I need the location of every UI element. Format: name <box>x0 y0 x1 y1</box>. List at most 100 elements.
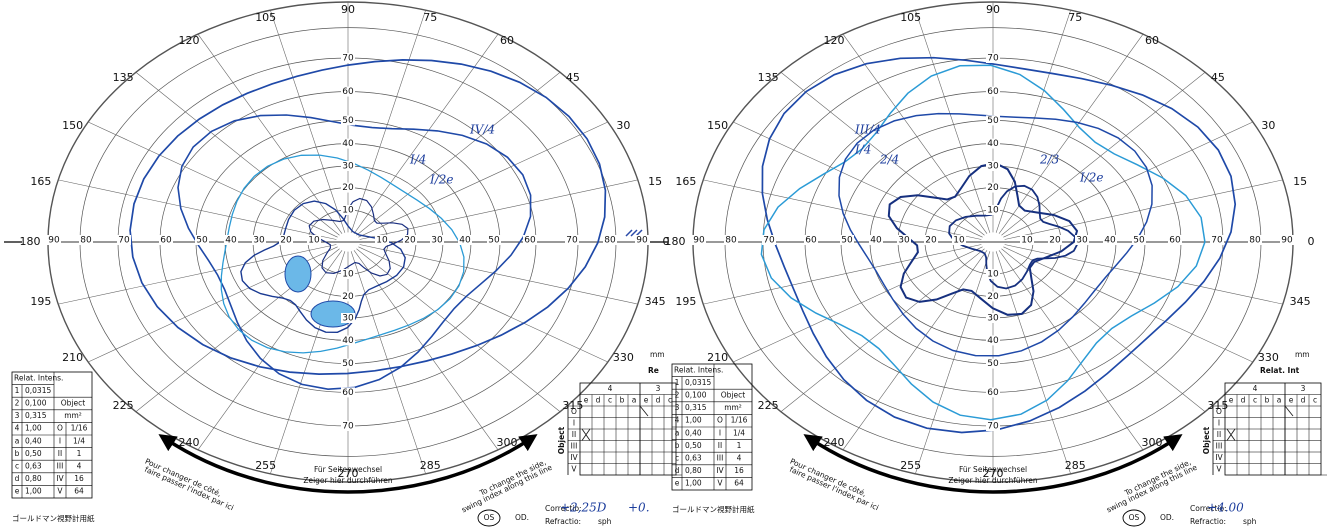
label-bg <box>986 358 1000 369</box>
handwritten-note: I/2e <box>429 173 454 187</box>
angle-label: 210 <box>62 351 83 364</box>
eccentricity-label: 10 <box>953 236 965 246</box>
label-bg <box>341 86 355 97</box>
label-bg <box>724 235 738 245</box>
table-cell: O <box>57 424 63 433</box>
eccentricity-label: 30 <box>253 236 265 246</box>
os-circle <box>477 509 501 527</box>
side-change-text: Zeiger hier durchführen <box>303 476 393 485</box>
angle-label: 195 <box>675 295 696 308</box>
angle-label: 0 <box>663 235 670 248</box>
angle-label: 45 <box>566 71 580 84</box>
meridian <box>842 250 988 451</box>
table-cell: I <box>719 428 721 437</box>
eccentricity-label: 60 <box>987 87 999 97</box>
eccentricity-label: 50 <box>488 236 500 246</box>
angle-label: 180 <box>665 235 686 248</box>
table-cell: 3 <box>15 411 20 420</box>
label-bg <box>341 358 355 369</box>
eccentricity-label: 30 <box>898 236 910 246</box>
table-cell: V <box>57 487 63 496</box>
grid-group: 3 <box>656 384 661 393</box>
grid-subcol: c <box>608 395 612 404</box>
eccentricity-label: 60 <box>987 388 999 398</box>
angle-label: 15 <box>648 175 662 188</box>
angle-label: 135 <box>758 71 779 84</box>
eccentricity-label: 80 <box>604 236 616 246</box>
meridian <box>359 244 638 305</box>
eccentricity-label: 70 <box>342 422 354 432</box>
meridian <box>197 33 343 234</box>
label-bg <box>341 138 355 149</box>
label-bg <box>986 86 1000 97</box>
label-bg <box>487 235 501 245</box>
label-bg <box>952 235 966 245</box>
table-cell: 4 <box>675 416 680 425</box>
angle-label: 165 <box>30 175 51 188</box>
grid-row: III <box>1216 441 1223 450</box>
grid-header: Re <box>648 366 659 375</box>
eccentricity-label: 10 <box>376 236 388 246</box>
grid-row: II <box>1217 430 1221 439</box>
table-cell: a <box>15 436 20 445</box>
label-bg <box>986 138 1000 149</box>
label-bg <box>635 235 649 245</box>
label-bg <box>1248 235 1262 245</box>
table-cell: 0,80 <box>25 474 42 483</box>
table-cell: 4 <box>77 462 82 471</box>
label-bg <box>986 291 1000 302</box>
label-bg <box>458 235 472 245</box>
grid-subcol: b <box>620 395 625 404</box>
grid-row: I <box>1218 418 1220 427</box>
isopter <box>761 56 1237 434</box>
label-bg <box>924 235 938 245</box>
handwritten-note: I/2e <box>1079 171 1104 185</box>
eccentricity-label: 30 <box>987 162 999 172</box>
eccentricity-label: 40 <box>459 236 471 246</box>
eccentricity-label: 70 <box>763 236 775 246</box>
isopter <box>129 59 607 375</box>
table-cell: 1 <box>15 386 20 395</box>
eccentricity-label: 20 <box>342 292 354 302</box>
table-cell: 0,0315 <box>685 378 711 387</box>
eccentricity-label: 50 <box>987 359 999 369</box>
label-bg <box>1048 235 1062 245</box>
handwritten-note: IV/4 <box>469 123 495 137</box>
isopter <box>240 200 406 334</box>
footer-text: Refractio: <box>1190 517 1226 526</box>
isopter <box>308 197 409 277</box>
eccentricity-label: 80 <box>725 236 737 246</box>
side-change-arc <box>803 434 1183 494</box>
meridian <box>1001 248 1206 412</box>
side-change-arc <box>158 434 538 494</box>
grid-header: Relat. Int <box>1260 366 1300 375</box>
label-bg <box>341 335 355 346</box>
grid-row: V <box>1216 464 1222 473</box>
grid-subcol: d <box>656 395 661 404</box>
footer-text: Refractio: <box>545 517 581 526</box>
label-bg <box>1210 235 1224 245</box>
grid-subcol: c <box>1253 395 1257 404</box>
label-bg <box>1132 235 1146 245</box>
angle-label: 105 <box>900 11 921 24</box>
caption: ゴールドマン視野計用紙 <box>672 504 755 514</box>
table-cell: 1 <box>675 378 680 387</box>
table-cell: II <box>58 449 62 458</box>
isopter <box>177 114 532 391</box>
table-cell: 0,40 <box>685 428 702 437</box>
table-cell: 0,100 <box>25 399 47 408</box>
table-cell: 0,63 <box>685 454 702 463</box>
angle-label: 285 <box>420 459 441 472</box>
table-cell: 1,00 <box>25 487 42 496</box>
grid-row: I <box>573 418 575 427</box>
label-bg <box>869 235 883 245</box>
angle-label: 135 <box>113 71 134 84</box>
isopter <box>220 154 465 354</box>
table-cell: Object <box>721 391 745 400</box>
footer-text: sph <box>598 517 612 526</box>
label-bg <box>341 291 355 302</box>
label-bg <box>986 53 1000 63</box>
eccentricity-label: 20 <box>987 292 999 302</box>
meridian <box>358 246 608 363</box>
grid-pen <box>1226 405 1294 441</box>
